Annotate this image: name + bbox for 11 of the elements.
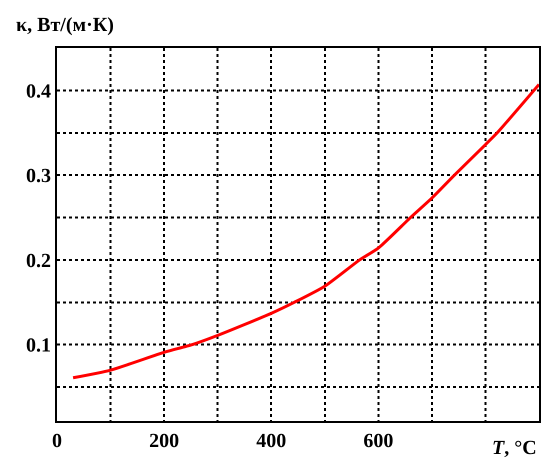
x-tick-label: 400 (256, 430, 286, 452)
y-tick-label: 0.3 (26, 165, 51, 188)
line-series (72, 82, 539, 380)
x-tick-label: 0 (52, 430, 62, 452)
y-axis-title: κ, Вт/(м·К) (16, 14, 114, 36)
x-tick-label: 200 (149, 430, 180, 452)
x-tick-label: 600 (363, 430, 394, 452)
x-axis-title: T, °C (492, 437, 537, 459)
y-tick-label: 0.1 (26, 334, 51, 357)
y-tick-label: 0.2 (26, 250, 51, 272)
y-tick-label: 0.4 (26, 80, 51, 102)
